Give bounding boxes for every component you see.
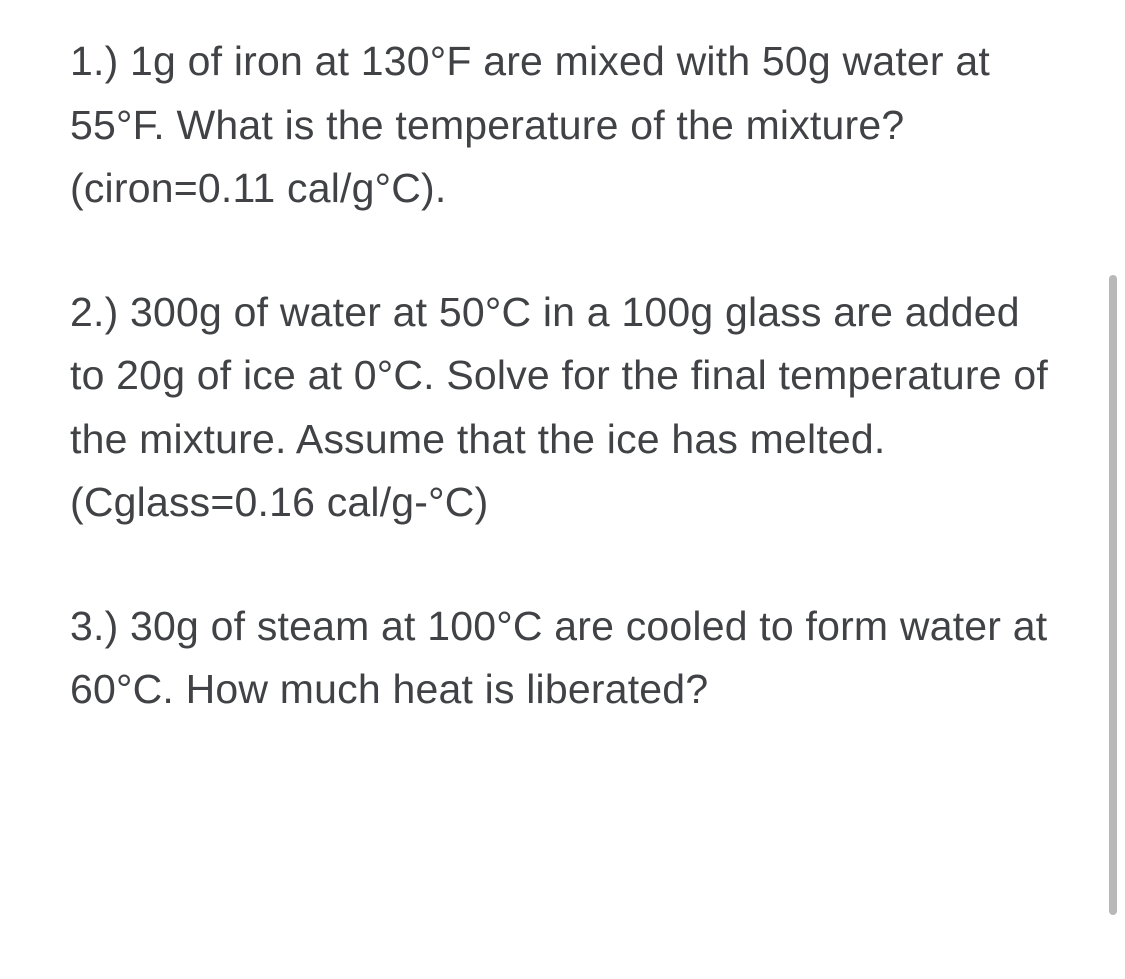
problem-2-text: 2.) 300g of water at 50°C in a 100g glas… xyxy=(70,281,1065,535)
scrollbar-thumb[interactable] xyxy=(1109,275,1117,915)
document-content: 1.) 1g of iron at 130°F are mixed with 5… xyxy=(0,0,1125,812)
problem-3: 3.) 30g of steam at 100°C are cooled to … xyxy=(70,595,1065,722)
problem-1: 1.) 1g of iron at 130°F are mixed with 5… xyxy=(70,30,1065,221)
problem-2: 2.) 300g of water at 50°C in a 100g glas… xyxy=(70,281,1065,535)
problem-3-text: 3.) 30g of steam at 100°C are cooled to … xyxy=(70,595,1065,722)
problem-1-text: 1.) 1g of iron at 130°F are mixed with 5… xyxy=(70,30,1065,221)
